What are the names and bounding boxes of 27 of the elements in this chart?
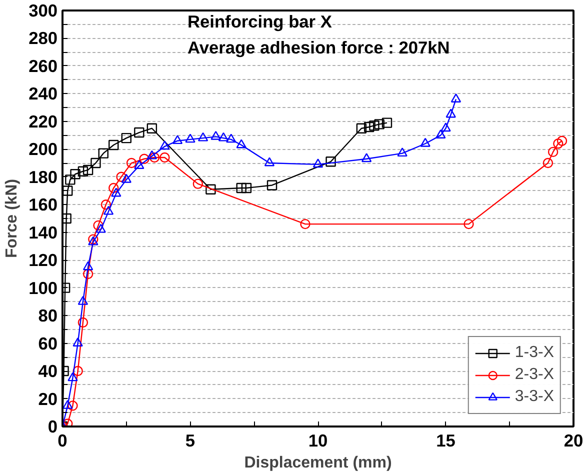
y-tick-label: 160 <box>28 194 58 215</box>
y-tick-label: 40 <box>38 361 58 382</box>
x-axis-title: Displacement (mm) <box>244 454 392 472</box>
x-tick-label: 10 <box>308 430 328 450</box>
y-tick-label: 20 <box>38 388 58 409</box>
y-axis-title: Force (kN) <box>4 178 21 258</box>
y-tick-label: 60 <box>38 333 58 354</box>
legend-label: 2-3-X <box>514 366 554 384</box>
y-tick-label: 140 <box>28 222 58 242</box>
y-tick-label: 0 <box>48 416 58 436</box>
x-tick-label: 5 <box>185 430 196 450</box>
x-tick-label: 15 <box>436 430 456 450</box>
y-tick-label: 280 <box>28 28 58 48</box>
y-tick-label: 80 <box>38 306 58 326</box>
annotation: Average adhesion force : 207kN <box>188 38 450 58</box>
y-tick-label: 200 <box>28 139 58 160</box>
y-tick-label: 260 <box>28 56 58 76</box>
legend-label: 3-3-X <box>514 388 554 406</box>
y-tick-label: 120 <box>28 250 58 270</box>
x-tick-label: 20 <box>564 430 583 450</box>
y-tick-label: 100 <box>28 278 58 298</box>
annotation: Reinforcing bar X <box>188 12 332 32</box>
y-tick-label: 300 <box>28 0 58 20</box>
legend-label: 1-3-X <box>514 344 554 362</box>
y-tick-label: 240 <box>28 84 58 104</box>
y-tick-label: 180 <box>28 166 58 187</box>
y-tick-label: 220 <box>28 111 58 132</box>
